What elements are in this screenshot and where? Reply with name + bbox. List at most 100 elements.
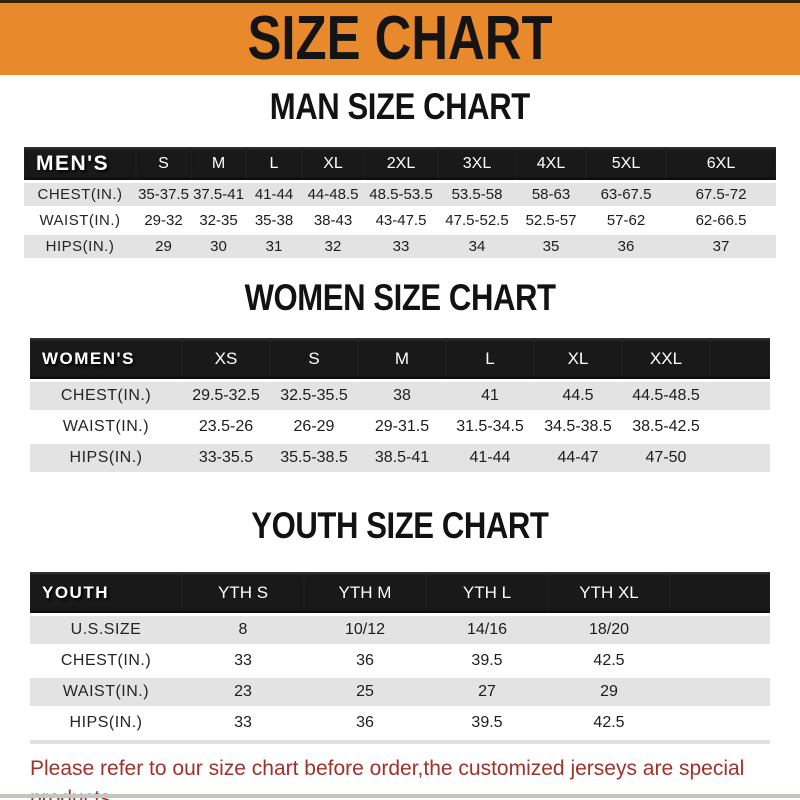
empty-cell (710, 413, 770, 441)
row-label: HIPS(IN.) (30, 709, 182, 737)
size-value: 39.5 (426, 709, 548, 737)
man-waist-row: WAIST(IN.) 29-32 32-35 35-38 38-43 43-47… (24, 209, 776, 232)
size-value: 35-38 (246, 209, 302, 232)
size-value: 41-44 (246, 183, 302, 206)
size-value: 29-32 (136, 209, 191, 232)
size-value: 62-66.5 (666, 209, 776, 232)
empty-cell (710, 444, 770, 472)
women-section-title-text: WOMEN SIZE CHART (244, 277, 556, 318)
size-value: 35-37.5 (136, 183, 191, 206)
man-hips-row: HIPS(IN.) 29 30 31 32 33 34 35 36 37 (24, 235, 776, 258)
size-value: 39.5 (426, 647, 548, 675)
size-value: 8 (182, 616, 304, 644)
man-col-header: 2XL (364, 147, 438, 180)
man-col-header: 6XL (666, 147, 776, 180)
size-value: 31.5-34.5 (446, 413, 534, 441)
size-value: 26-29 (270, 413, 358, 441)
empty-cell (710, 382, 770, 410)
size-value: 44.5 (534, 382, 622, 410)
size-value: 53.5-58 (438, 183, 516, 206)
row-label: CHEST(IN.) (30, 647, 182, 675)
man-col-header: 4XL (516, 147, 586, 180)
size-value: 31 (246, 235, 302, 258)
size-value: 37.5-41 (191, 183, 246, 206)
size-value: 63-67.5 (586, 183, 666, 206)
youth-size-table: YOUTH YTH S YTH M YTH L YTH XL U.S.SIZE … (30, 569, 770, 740)
size-value: 33 (182, 709, 304, 737)
youth-section-title: YOUTH SIZE CHART (0, 507, 800, 553)
youth-section-title-text: YOUTH SIZE CHART (251, 505, 549, 546)
size-value: 41-44 (446, 444, 534, 472)
size-value: 38-43 (302, 209, 364, 232)
row-label: WAIST(IN.) (30, 413, 182, 441)
size-value: 32-35 (191, 209, 246, 232)
size-value: 27 (426, 678, 548, 706)
empty-cell (710, 338, 770, 379)
size-value: 42.5 (548, 647, 670, 675)
size-value: 43-47.5 (364, 209, 438, 232)
size-value: 33 (364, 235, 438, 258)
man-table-header-row: MEN'S S M L XL 2XL 3XL 4XL 5XL 6XL (24, 147, 776, 180)
size-value: 34 (438, 235, 516, 258)
size-value: 25 (304, 678, 426, 706)
man-col-header: L (246, 147, 302, 180)
empty-cell (670, 616, 770, 644)
youth-table-corner-label: YOUTH (30, 572, 182, 613)
man-section-title: MAN SIZE CHART (0, 88, 800, 134)
man-table-corner-label: MEN'S (24, 147, 136, 180)
size-value: 29.5-32.5 (182, 382, 270, 410)
women-table-corner-label: WOMEN'S (30, 338, 182, 379)
row-label: WAIST(IN.) (30, 678, 182, 706)
row-label: CHEST(IN.) (24, 183, 136, 206)
size-value: 57-62 (586, 209, 666, 232)
man-section-title-text: MAN SIZE CHART (269, 86, 531, 127)
size-value: 23 (182, 678, 304, 706)
man-size-table: MEN'S S M L XL 2XL 3XL 4XL 5XL 6XL CHEST… (24, 144, 776, 261)
size-value: 42.5 (548, 709, 670, 737)
size-value: 23.5-26 (182, 413, 270, 441)
size-value: 14/16 (426, 616, 548, 644)
size-value: 18/20 (548, 616, 670, 644)
size-value: 10/12 (304, 616, 426, 644)
women-hips-row: HIPS(IN.) 33-35.5 35.5-38.5 38.5-41 41-4… (30, 444, 770, 472)
women-col-header: XL (534, 338, 622, 379)
size-value: 36 (586, 235, 666, 258)
youth-chest-row: CHEST(IN.) 33 36 39.5 42.5 (30, 647, 770, 675)
man-col-header: 3XL (438, 147, 516, 180)
youth-col-header: YTH M (304, 572, 426, 613)
size-value: 44.5-48.5 (622, 382, 710, 410)
youth-col-header: YTH L (426, 572, 548, 613)
row-label: HIPS(IN.) (24, 235, 136, 258)
size-value: 29 (548, 678, 670, 706)
youth-waist-row: WAIST(IN.) 23 25 27 29 (30, 678, 770, 706)
size-value: 29 (136, 235, 191, 258)
women-col-header: M (358, 338, 446, 379)
size-value: 38.5-41 (358, 444, 446, 472)
women-table-header-row: WOMEN'S XS S M L XL XXL (30, 338, 770, 379)
row-label: U.S.SIZE (30, 616, 182, 644)
banner: SIZE CHART (0, 0, 800, 75)
row-label: HIPS(IN.) (30, 444, 182, 472)
size-value: 67.5-72 (666, 183, 776, 206)
women-size-table: WOMEN'S XS S M L XL XXL CHEST(IN.) 29.5-… (30, 335, 770, 475)
banner-title: SIZE CHART (247, 4, 553, 73)
youth-table-bottom-strip (30, 740, 770, 744)
women-chest-row: CHEST(IN.) 29.5-32.5 32.5-35.5 38 41 44.… (30, 382, 770, 410)
youth-table-header-row: YOUTH YTH S YTH M YTH L YTH XL (30, 572, 770, 613)
empty-cell (670, 647, 770, 675)
size-value: 30 (191, 235, 246, 258)
youth-ussize-row: U.S.SIZE 8 10/12 14/16 18/20 (30, 616, 770, 644)
women-col-header: XS (182, 338, 270, 379)
youth-col-header: YTH S (182, 572, 304, 613)
size-value: 41 (446, 382, 534, 410)
size-value: 58-63 (516, 183, 586, 206)
size-value: 44-48.5 (302, 183, 364, 206)
women-col-header: XXL (622, 338, 710, 379)
man-col-header: XL (302, 147, 364, 180)
row-label: CHEST(IN.) (30, 382, 182, 410)
size-value: 35.5-38.5 (270, 444, 358, 472)
size-value: 32.5-35.5 (270, 382, 358, 410)
size-value: 35 (516, 235, 586, 258)
size-value: 33-35.5 (182, 444, 270, 472)
